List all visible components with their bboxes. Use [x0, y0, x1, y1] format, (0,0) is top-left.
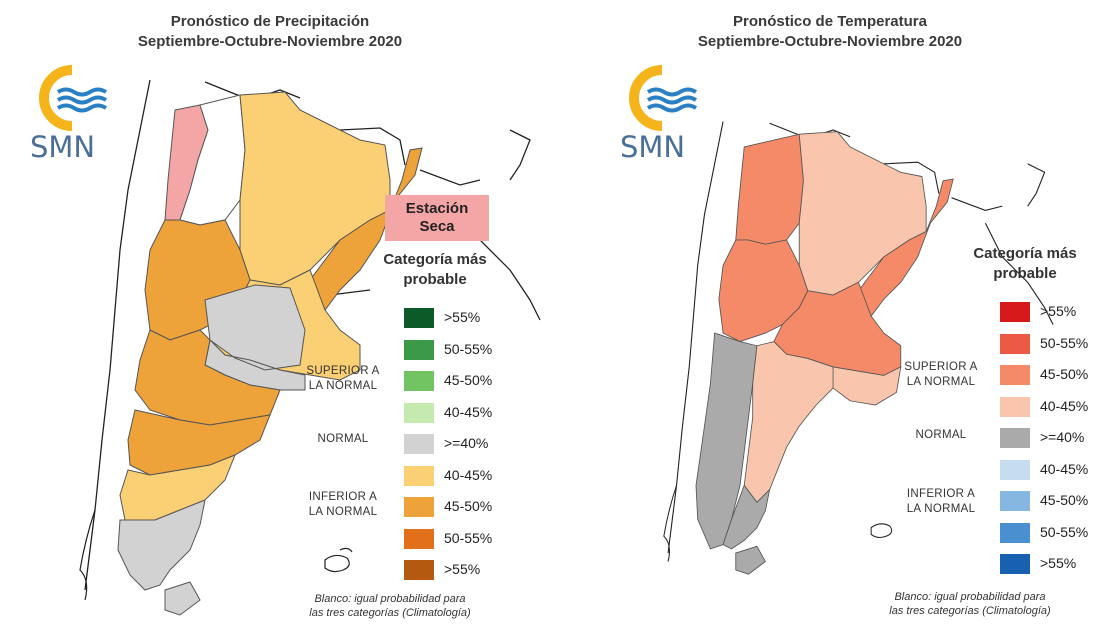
legend-label: 45-50%: [1040, 366, 1089, 382]
precipitation-footnote: Blanco: igual probabilidad para las tres…: [270, 592, 510, 620]
region-tierra-del-fuego: [735, 545, 766, 575]
footnote-line1: Blanco: igual probabilidad para: [314, 593, 466, 605]
temperature-title-line1: Pronóstico de Temperatura: [733, 13, 927, 30]
temperature-cat-superior: SUPERIOR A LA NORMAL: [896, 360, 986, 390]
legend-swatch: [404, 339, 434, 360]
legend-label: 50-55%: [1040, 334, 1089, 351]
legend-label: 50-55%: [444, 529, 493, 546]
temperature-title-line2: Septiembre-Octubre-Noviembre 2020: [697, 33, 963, 50]
region-tierra-del-fuego: [164, 581, 201, 616]
region-south-gray: [722, 484, 771, 550]
legend-swatch: [1000, 365, 1030, 385]
cat-superior-line2: LA NORMAL: [308, 380, 378, 392]
footnote-line2: las tres categorías (Climatología): [309, 607, 471, 619]
legend-swatch: [1000, 333, 1030, 354]
legend-label: 40-45%: [1040, 397, 1089, 414]
cat-inferior-line2: LA NORMAL: [906, 503, 976, 515]
dry-season-line1: Estación: [405, 200, 469, 217]
temperature-panel: Pronóstico de Temperatura Septiembre-Oct…: [560, 0, 1120, 630]
legend-swatch: [404, 402, 434, 423]
legend-label: >55%: [444, 309, 481, 325]
legend-swatch: [1000, 491, 1030, 511]
legend-swatch: [1000, 522, 1030, 543]
region-northeast-warm: [857, 178, 954, 317]
legend-swatch: [404, 465, 434, 486]
temperature-map: [663, 121, 1054, 575]
falkland-islands: [870, 523, 893, 539]
region-northwest-warm: [735, 133, 804, 245]
precipitation-title-line1: Pronóstico de Precipitación: [170, 13, 370, 30]
smn-logo: SMN: [618, 62, 708, 164]
precipitation-legend-heading: Categoría más probable: [370, 250, 500, 290]
legend-label: >=40%: [444, 435, 489, 451]
region-patagonia-south: [119, 454, 236, 521]
precipitation-panel: Pronóstico de Precipitación Septiembre-O…: [28, 12, 541, 620]
legend-label: >=40%: [1040, 429, 1085, 445]
precipitation-title: Pronóstico de Precipitación Septiembre-O…: [60, 12, 480, 52]
footnote-line1: Blanco: igual probabilidad para: [894, 591, 1046, 603]
legend-swatch: [1000, 459, 1030, 480]
precipitation-regions: [117, 91, 423, 616]
legend-swatch: [404, 497, 434, 517]
precipitation-cat-normal: NORMAL: [317, 433, 369, 445]
chile-coast: [79, 509, 96, 601]
precipitation-cat-inferior: INFERIOR A LA NORMAL: [298, 490, 388, 520]
footnote-line2: las tres categorías (Climatología): [889, 605, 1051, 617]
cat-superior-line2: LA NORMAL: [906, 376, 976, 388]
legend-heading-line2: probable: [993, 265, 1057, 282]
legend-label: 50-55%: [444, 340, 493, 357]
legend-swatch: [1000, 396, 1030, 417]
cat-inferior-line2: LA NORMAL: [308, 506, 378, 518]
legend-swatch: [404, 528, 434, 549]
precipitation-title-line2: Septiembre-Octubre-Noviembre 2020: [137, 33, 403, 50]
cat-inferior-line1: INFERIOR A: [308, 491, 378, 503]
legend-label: >55%: [444, 561, 481, 577]
legend-label: 40-45%: [444, 466, 493, 483]
legend-label: 45-50%: [444, 498, 493, 514]
falkland-islands: [324, 547, 353, 573]
legend-swatch: [404, 308, 434, 328]
temperature-cat-inferior: INFERIOR A LA NORMAL: [896, 487, 986, 517]
region-buenos-aires-light: [832, 366, 902, 406]
region-patagonia-north: [134, 329, 281, 426]
cat-superior-line1: SUPERIOR A: [306, 365, 380, 377]
legend-swatch: [404, 560, 434, 580]
chile-coast: [663, 485, 678, 562]
temperature-title: Pronóstico de Temperatura Septiembre-Oct…: [620, 12, 1040, 52]
legend-label: 40-45%: [444, 403, 493, 420]
legend-swatch: [1000, 428, 1030, 448]
region-patagonia-east-light: [743, 341, 834, 503]
precipitation-map: [79, 79, 541, 616]
smn-logo-icon: [629, 65, 698, 131]
temperature-legend-heading: Categoría más probable: [960, 244, 1090, 284]
cat-superior-line1: SUPERIOR A: [904, 361, 978, 373]
legend-label: >55%: [1040, 555, 1077, 571]
temperature-regions: [695, 131, 954, 575]
smn-logo-text: SMN: [620, 130, 686, 164]
precipitation-cat-superior: SUPERIOR A LA NORMAL: [298, 364, 388, 394]
legend-label: 40-45%: [1040, 460, 1089, 477]
dry-season-line2: Seca: [419, 218, 455, 235]
legend-swatch: [1000, 554, 1030, 574]
legend-swatch: [404, 434, 434, 454]
legend-label: >55%: [1040, 303, 1077, 319]
temperature-cat-normal: NORMAL: [915, 429, 967, 441]
smn-logo-icon: [39, 65, 108, 131]
legend-swatch: [1000, 302, 1030, 322]
region-patagonia-tip-gray: [117, 499, 206, 591]
smn-logo-text: SMN: [30, 130, 96, 164]
neighbor-borders: [667, 121, 1054, 554]
cat-inferior-line1: INFERIOR A: [906, 488, 976, 500]
dry-season-badge: Estación Seca: [385, 195, 489, 241]
legend-label: 45-50%: [444, 372, 493, 388]
legend-swatch: [404, 371, 434, 391]
temperature-footnote: Blanco: igual probabilidad para las tres…: [850, 590, 1090, 618]
smn-logo: SMN: [28, 62, 118, 164]
legend-heading-line2: probable: [403, 271, 467, 288]
legend-heading-line1: Categoría más: [383, 251, 487, 268]
legend-label: 50-55%: [1040, 523, 1089, 540]
legend-heading-line1: Categoría más: [973, 245, 1077, 262]
legend-label: 45-50%: [1040, 492, 1089, 508]
